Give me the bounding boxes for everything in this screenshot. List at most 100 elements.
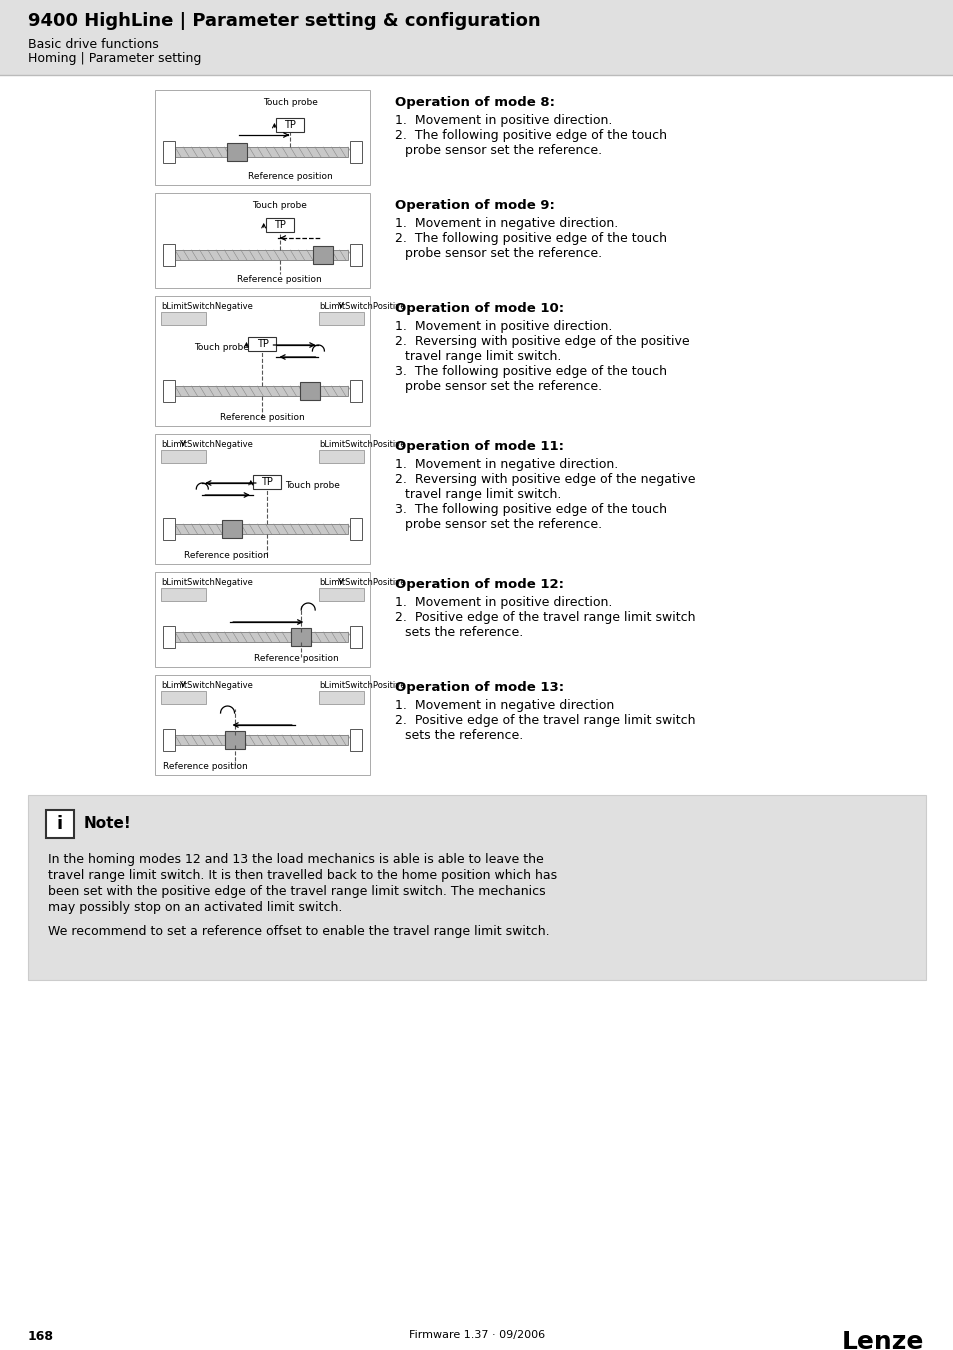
Bar — [224, 730, 244, 749]
Text: Operation of mode 11:: Operation of mode 11: — [395, 440, 563, 454]
Text: Touch probe: Touch probe — [193, 343, 248, 351]
Text: travel range limit switch.: travel range limit switch. — [405, 350, 560, 363]
Bar — [174, 250, 348, 261]
Bar — [299, 382, 319, 400]
Text: 168: 168 — [28, 1330, 54, 1343]
Text: probe sensor set the reference.: probe sensor set the reference. — [405, 379, 601, 393]
Text: travel range limit switch.: travel range limit switch. — [405, 487, 560, 501]
Bar — [46, 810, 74, 838]
Bar — [253, 475, 280, 489]
Bar — [350, 729, 361, 751]
Text: Note!: Note! — [84, 817, 132, 832]
Text: 2.  Reversing with positive edge of the negative: 2. Reversing with positive edge of the n… — [395, 472, 695, 486]
Text: probe sensor set the reference.: probe sensor set the reference. — [405, 518, 601, 531]
Text: 2.  Positive edge of the travel range limit switch: 2. Positive edge of the travel range lim… — [395, 612, 695, 624]
Bar — [174, 632, 348, 643]
Bar — [163, 518, 174, 540]
Text: 1.  Movement in negative direction.: 1. Movement in negative direction. — [395, 217, 618, 230]
Text: Basic drive functions: Basic drive functions — [28, 38, 158, 51]
Text: 2.  Reversing with positive edge of the positive: 2. Reversing with positive edge of the p… — [395, 335, 689, 348]
Text: TP: TP — [284, 120, 296, 130]
Text: 3.  The following positive edge of the touch: 3. The following positive edge of the to… — [395, 504, 666, 516]
Bar — [174, 734, 348, 745]
Bar — [350, 626, 361, 648]
Text: probe sensor set the reference.: probe sensor set the reference. — [405, 247, 601, 261]
Text: Operation of mode 12:: Operation of mode 12: — [395, 578, 563, 591]
Bar — [313, 246, 333, 265]
Text: TP: TP — [274, 220, 285, 230]
Text: bLimitSwitchNegative: bLimitSwitchNegative — [161, 680, 253, 690]
Bar — [174, 147, 348, 157]
Bar — [248, 338, 276, 351]
Bar — [350, 379, 361, 402]
Bar — [161, 450, 206, 463]
Text: 1.  Movement in negative direction: 1. Movement in negative direction — [395, 699, 614, 711]
Bar — [318, 691, 364, 703]
Text: 2.  The following positive edge of the touch: 2. The following positive edge of the to… — [395, 232, 666, 244]
Text: Operation of mode 8:: Operation of mode 8: — [395, 96, 555, 109]
Bar — [163, 244, 174, 266]
Text: Reference position: Reference position — [253, 653, 338, 663]
Text: bLimitSwitchNegative: bLimitSwitchNegative — [161, 578, 253, 587]
Bar — [318, 312, 364, 325]
Bar — [266, 217, 294, 232]
Text: Operation of mode 9:: Operation of mode 9: — [395, 198, 555, 212]
Bar — [154, 675, 370, 775]
Bar — [28, 795, 925, 980]
Text: Reference position: Reference position — [237, 275, 322, 284]
Bar — [276, 117, 304, 132]
Text: Touch probe: Touch probe — [285, 481, 339, 490]
Text: 9400 HighLine | Parameter setting & configuration: 9400 HighLine | Parameter setting & conf… — [28, 12, 540, 30]
Bar — [174, 524, 348, 535]
Bar — [163, 140, 174, 163]
Text: TP: TP — [260, 477, 273, 487]
Bar — [154, 433, 370, 564]
Bar — [227, 143, 247, 161]
Bar — [350, 244, 361, 266]
Text: 2.  Positive edge of the travel range limit switch: 2. Positive edge of the travel range lim… — [395, 714, 695, 728]
Bar — [291, 628, 311, 647]
Text: bLimitSwitchPositive: bLimitSwitchPositive — [318, 440, 405, 450]
Bar — [174, 386, 348, 396]
Text: 1.  Movement in positive direction.: 1. Movement in positive direction. — [395, 113, 612, 127]
Text: Lenze: Lenze — [841, 1330, 923, 1350]
Text: TP: TP — [256, 339, 268, 350]
Bar — [154, 193, 370, 288]
Text: In the homing modes 12 and 13 the load mechanics is able is able to leave the: In the homing modes 12 and 13 the load m… — [48, 853, 543, 865]
Text: 1.  Movement in negative direction.: 1. Movement in negative direction. — [395, 458, 618, 471]
Text: been set with the positive edge of the travel range limit switch. The mechanics: been set with the positive edge of the t… — [48, 886, 545, 898]
Bar — [318, 589, 364, 601]
Text: 3.  The following positive edge of the touch: 3. The following positive edge of the to… — [395, 364, 666, 378]
Bar — [154, 296, 370, 427]
Bar — [163, 729, 174, 751]
Text: Reference position: Reference position — [163, 761, 248, 771]
Text: probe sensor set the reference.: probe sensor set the reference. — [405, 144, 601, 157]
Text: Touch probe: Touch probe — [252, 201, 307, 211]
Text: Reference position: Reference position — [248, 171, 333, 181]
Bar — [350, 140, 361, 163]
Text: Touch probe: Touch probe — [263, 99, 317, 107]
Text: 1.  Movement in positive direction.: 1. Movement in positive direction. — [395, 320, 612, 333]
Text: 1.  Movement in positive direction.: 1. Movement in positive direction. — [395, 595, 612, 609]
Text: sets the reference.: sets the reference. — [405, 729, 522, 742]
Text: Homing | Parameter setting: Homing | Parameter setting — [28, 53, 201, 65]
Bar — [163, 626, 174, 648]
Text: Reference position: Reference position — [220, 413, 305, 423]
Text: may possibly stop on an activated limit switch.: may possibly stop on an activated limit … — [48, 900, 342, 914]
Bar — [154, 90, 370, 185]
Text: sets the reference.: sets the reference. — [405, 626, 522, 639]
Text: bLimitSwitchPositive: bLimitSwitchPositive — [318, 680, 405, 690]
Text: Operation of mode 10:: Operation of mode 10: — [395, 302, 563, 315]
Text: bLimitSwitchPositive: bLimitSwitchPositive — [318, 302, 405, 311]
Text: Operation of mode 13:: Operation of mode 13: — [395, 680, 563, 694]
Text: bLimitSwitchNegative: bLimitSwitchNegative — [161, 440, 253, 450]
Bar — [350, 518, 361, 540]
Text: bLimitSwitchNegative: bLimitSwitchNegative — [161, 302, 253, 311]
Bar — [161, 312, 206, 325]
Bar — [318, 450, 364, 463]
Text: Firmware 1.37 · 09/2006: Firmware 1.37 · 09/2006 — [409, 1330, 544, 1341]
Bar — [222, 520, 242, 539]
Bar — [154, 572, 370, 667]
Bar — [161, 589, 206, 601]
Text: 2.  The following positive edge of the touch: 2. The following positive edge of the to… — [395, 130, 666, 142]
